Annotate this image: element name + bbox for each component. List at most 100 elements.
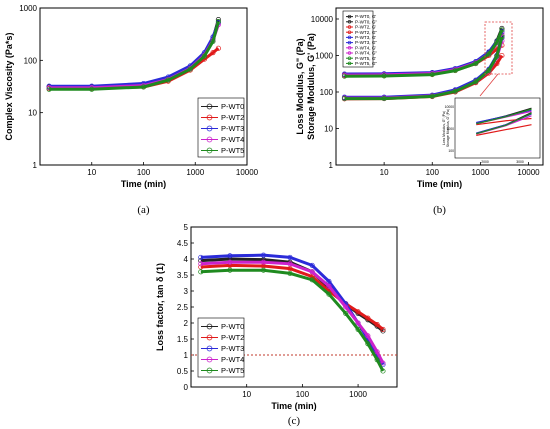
x-tick-label: 10 (87, 168, 96, 177)
data-point (210, 50, 216, 56)
legend-marker (206, 114, 213, 121)
zoom-region (484, 21, 513, 75)
data-point (215, 19, 221, 25)
data-point (140, 84, 147, 90)
data-point (499, 52, 505, 59)
data-point (198, 264, 204, 270)
inset-series-line (476, 112, 532, 135)
y-tick-label: 2 (184, 319, 189, 328)
legend-label: P-WT3 (221, 344, 244, 353)
data-point (260, 252, 267, 258)
legend: P-WT0 P-WT2 P-WT3 P-WT4 P-WT5 (197, 97, 244, 158)
data-point (365, 341, 371, 347)
data-point (429, 72, 435, 78)
y-tick-label: 1 (184, 351, 189, 360)
legend-label: P-WT2, G" (355, 30, 377, 35)
data-point (198, 261, 204, 267)
data-point (452, 68, 458, 74)
data-point (309, 269, 315, 275)
data-point (499, 27, 505, 33)
legend-marker (347, 35, 352, 40)
legend-label: P-WT0 (221, 322, 244, 331)
legend-label: P-WT2, G' (355, 25, 376, 30)
y-tick-label: 4 (184, 255, 189, 264)
series-line (200, 260, 385, 364)
legend-marker (347, 25, 352, 29)
data-point (473, 79, 479, 85)
data-point (215, 45, 221, 51)
data-point (198, 269, 204, 275)
data-point (355, 326, 361, 332)
legend-label: P-WT5 (221, 366, 244, 375)
y-axis-label-2: Storage Modulus, G' (Pa) (306, 33, 316, 140)
data-point (429, 93, 435, 99)
x-tick-label: 10000 (236, 168, 259, 177)
data-point (381, 96, 387, 102)
legend-label: P-WT2 (221, 333, 244, 342)
data-point (287, 270, 293, 276)
data-point (494, 39, 500, 45)
panel-caption: (a) (137, 204, 150, 216)
legend-marker (347, 61, 352, 66)
legend-marker (206, 323, 213, 330)
data-point (309, 262, 315, 268)
panel-caption: (c) (288, 415, 301, 427)
series-line (49, 19, 220, 89)
legend-marker (206, 367, 213, 374)
y-tick-label: 5 (184, 223, 189, 232)
legend-marker (347, 30, 352, 34)
inset-series-line (476, 108, 532, 125)
legend-marker (347, 56, 352, 60)
legend-box (197, 317, 245, 378)
inset-y-tick-label: 100 (448, 149, 454, 153)
legend-marker (347, 20, 352, 24)
y-tick-label: 1000 (19, 4, 37, 13)
data-point (326, 278, 332, 284)
y-tick-label: 1 (329, 161, 334, 170)
data-point (380, 326, 386, 332)
data-point (309, 277, 315, 283)
series-line (344, 36, 504, 101)
data-point (341, 73, 348, 79)
data-point (374, 357, 380, 363)
x-tick-label: 1000 (349, 390, 367, 399)
y-axis-label: Loss Modulus, G" (Pa) (295, 38, 305, 134)
legend-label: P-WT5, G' (355, 56, 376, 61)
y-tick-label: 0.5 (177, 367, 189, 376)
inset-x-tick-label: 3000 (516, 160, 524, 164)
data-point (374, 322, 380, 328)
y-tick-label: 2.5 (177, 303, 189, 312)
legend-label: P-WT3, G" (355, 40, 377, 45)
x-tick-label: 1000 (186, 168, 204, 177)
chart-b: 10 100 1000 10000 1 10 100 1000 10000 Time (min) L… (295, 7, 544, 216)
series-line (200, 253, 385, 366)
data-point (201, 53, 207, 59)
x-tick-label: 10 (380, 168, 389, 177)
legend: P-WT0 P-WT2 P-WT3 P-WT4 P-WT5 (197, 317, 245, 378)
series-line (49, 21, 220, 91)
legend: P-WT0, G'P-WT0, G"P-WT2, G'P-WT2, G"P-WT… (342, 10, 377, 68)
data-point (494, 53, 500, 59)
data-point (380, 360, 386, 366)
data-point (227, 267, 233, 273)
legend-label: P-WT3, G' (355, 35, 376, 40)
inset-y-tick-label: 1000 (446, 127, 454, 131)
y-axis-label: Loss factor, tan δ (1) (155, 263, 165, 351)
legend-marker (206, 356, 213, 363)
zoom-arrow (479, 73, 499, 97)
data-point (486, 51, 492, 57)
data-point (343, 310, 349, 316)
legend-label: P-WT0 (221, 102, 244, 111)
data-point (287, 254, 293, 260)
data-point (260, 259, 267, 265)
data-point (381, 73, 387, 79)
series-line (200, 268, 385, 372)
y-axis-label: Complex Viscosity (Pa*s) (4, 33, 14, 141)
x-axis-label: Time (min) (271, 401, 316, 411)
inset-y-label-2: Storage Modulus, G' (Pa) (446, 109, 450, 147)
y-tick-label: 10000 (311, 15, 334, 24)
legend-marker (347, 40, 352, 45)
data-point (355, 320, 361, 326)
inset-chart: 2000 3000 100 1000 10000 Loss Modulus, G" (Pa… (442, 97, 541, 164)
